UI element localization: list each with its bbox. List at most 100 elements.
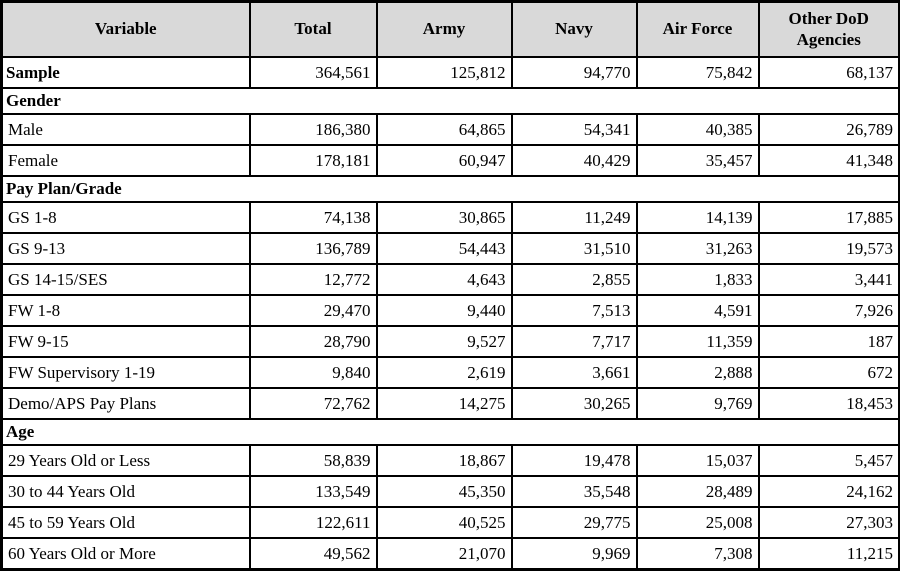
column-header-navy: Navy xyxy=(510,0,638,58)
table-row: FW 1-8 29,470 9,440 7,513 4,591 7,926 xyxy=(0,294,900,327)
column-header-variable: Variable xyxy=(0,0,251,58)
table-row: 60 Years Old or More 49,562 21,070 9,969 7,3… xyxy=(0,537,900,571)
cell-value: 26,789 xyxy=(757,113,900,146)
cell-value: 27,303 xyxy=(757,506,900,539)
table-row: FW Supervisory 1-19 9,840 2,619 3,661 2,888 6… xyxy=(0,356,900,389)
cell-value: 11,249 xyxy=(510,201,638,234)
section-header: Gender xyxy=(0,87,900,115)
cell-value: 11,359 xyxy=(635,325,760,358)
cell-value: 3,441 xyxy=(757,263,900,296)
table-row: GS 9-13 136,789 54,443 31,510 31,263 19,573 xyxy=(0,232,900,265)
column-header-air-force: Air Force xyxy=(635,0,760,58)
cell-value: 125,812 xyxy=(375,56,513,89)
cell-value: 19,478 xyxy=(510,444,638,477)
section-row: Gender xyxy=(0,87,900,115)
cell-value: 21,070 xyxy=(375,537,513,571)
cell-value: 133,549 xyxy=(248,475,378,508)
table-row: GS 1-8 74,138 30,865 11,249 14,139 17,885 xyxy=(0,201,900,234)
cell-value: 41,348 xyxy=(757,144,900,177)
cell-value: 364,561 xyxy=(248,56,378,89)
cell-value: 122,611 xyxy=(248,506,378,539)
row-label: GS 1-8 xyxy=(0,201,251,234)
section-header: Age xyxy=(0,418,900,446)
cell-value: 94,770 xyxy=(510,56,638,89)
cell-value: 7,717 xyxy=(510,325,638,358)
column-header-other-dod: Other DoD Agencies xyxy=(757,0,900,58)
cell-value: 40,385 xyxy=(635,113,760,146)
row-label: FW 1-8 xyxy=(0,294,251,327)
column-header-army: Army xyxy=(375,0,513,58)
cell-value: 35,548 xyxy=(510,475,638,508)
row-label: FW 9-15 xyxy=(0,325,251,358)
cell-value: 72,762 xyxy=(248,387,378,420)
cell-value: 49,562 xyxy=(248,537,378,571)
row-label: 29 Years Old or Less xyxy=(0,444,251,477)
cell-value: 11,215 xyxy=(757,537,900,571)
cell-value: 29,470 xyxy=(248,294,378,327)
table-row: Sample 364,561 125,812 94,770 75,842 68,137 xyxy=(0,56,900,89)
cell-value: 9,440 xyxy=(375,294,513,327)
row-label: 45 to 59 Years Old xyxy=(0,506,251,539)
cell-value: 60,947 xyxy=(375,144,513,177)
cell-value: 7,308 xyxy=(635,537,760,571)
cell-value: 29,775 xyxy=(510,506,638,539)
row-label: Demo/APS Pay Plans xyxy=(0,387,251,420)
row-label: Male xyxy=(0,113,251,146)
cell-value: 30,865 xyxy=(375,201,513,234)
cell-value: 17,885 xyxy=(757,201,900,234)
table-row: GS 14-15/SES 12,772 4,643 2,855 1,833 3,441 xyxy=(0,263,900,296)
cell-value: 54,341 xyxy=(510,113,638,146)
section-row: Pay Plan/Grade xyxy=(0,175,900,203)
row-label: GS 9-13 xyxy=(0,232,251,265)
cell-value: 9,527 xyxy=(375,325,513,358)
cell-value: 18,453 xyxy=(757,387,900,420)
cell-value: 7,513 xyxy=(510,294,638,327)
cell-value: 15,037 xyxy=(635,444,760,477)
table-row: 45 to 59 Years Old 122,611 40,525 29,775 25,… xyxy=(0,506,900,539)
cell-value: 74,138 xyxy=(248,201,378,234)
cell-value: 40,525 xyxy=(375,506,513,539)
cell-value: 40,429 xyxy=(510,144,638,177)
cell-value: 68,137 xyxy=(757,56,900,89)
row-label: Female xyxy=(0,144,251,177)
table-row: Female 178,181 60,947 40,429 35,457 41,348 xyxy=(0,144,900,177)
cell-value: 2,619 xyxy=(375,356,513,389)
cell-value: 3,661 xyxy=(510,356,638,389)
cell-value: 9,769 xyxy=(635,387,760,420)
cell-value: 14,275 xyxy=(375,387,513,420)
cell-value: 9,969 xyxy=(510,537,638,571)
cell-value: 178,181 xyxy=(248,144,378,177)
cell-value: 31,510 xyxy=(510,232,638,265)
cell-value: 45,350 xyxy=(375,475,513,508)
cell-value: 5,457 xyxy=(757,444,900,477)
table-header: Variable Total Army Navy Air Force Other… xyxy=(0,0,900,58)
cell-value: 25,008 xyxy=(635,506,760,539)
cell-value: 136,789 xyxy=(248,232,378,265)
cell-value: 54,443 xyxy=(375,232,513,265)
cell-value: 30,265 xyxy=(510,387,638,420)
cell-value: 31,263 xyxy=(635,232,760,265)
column-header-total: Total xyxy=(248,0,378,58)
cell-value: 2,855 xyxy=(510,263,638,296)
table-body: Sample 364,561 125,812 94,770 75,842 68,137 Ge… xyxy=(0,56,900,571)
row-label: GS 14-15/SES xyxy=(0,263,251,296)
cell-value: 1,833 xyxy=(635,263,760,296)
cell-value: 186,380 xyxy=(248,113,378,146)
row-label: 30 to 44 Years Old xyxy=(0,475,251,508)
cell-value: 24,162 xyxy=(757,475,900,508)
cell-value: 75,842 xyxy=(635,56,760,89)
cell-value: 2,888 xyxy=(635,356,760,389)
header-row: Variable Total Army Navy Air Force Other… xyxy=(0,0,900,58)
cell-value: 58,839 xyxy=(248,444,378,477)
table-row: 30 to 44 Years Old 133,549 45,350 35,548 28,… xyxy=(0,475,900,508)
table-row: 29 Years Old or Less 58,839 18,867 19,478 15… xyxy=(0,444,900,477)
table-row: Demo/APS Pay Plans 72,762 14,275 30,265 9,76… xyxy=(0,387,900,420)
row-label: Sample xyxy=(0,56,251,89)
cell-value: 672 xyxy=(757,356,900,389)
cell-value: 4,643 xyxy=(375,263,513,296)
row-label: 60 Years Old or More xyxy=(0,537,251,571)
cell-value: 14,139 xyxy=(635,201,760,234)
cell-value: 187 xyxy=(757,325,900,358)
cell-value: 9,840 xyxy=(248,356,378,389)
